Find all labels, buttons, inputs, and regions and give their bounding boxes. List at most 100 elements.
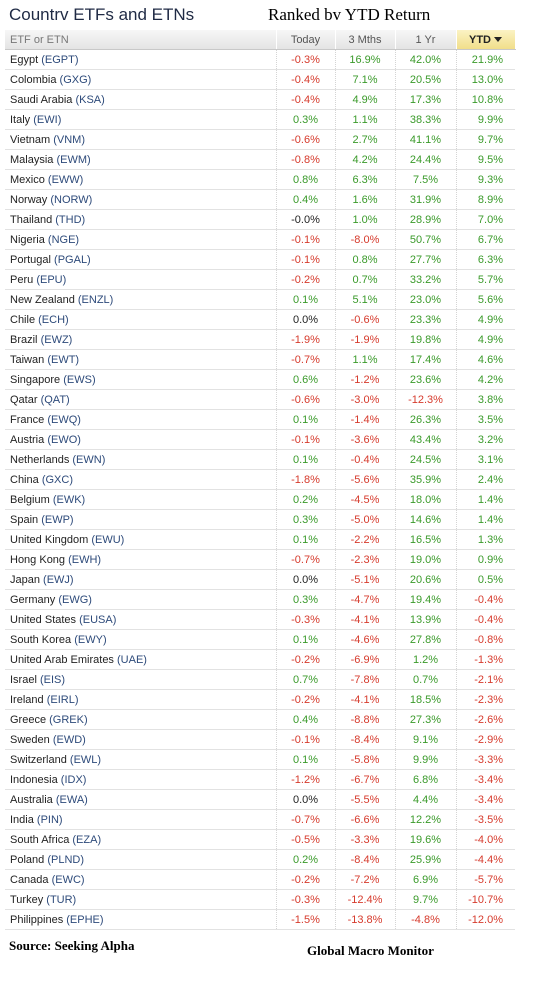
ticker-link[interactable]: (EWZ) <box>40 333 73 346</box>
ticker-link[interactable]: (NORW) <box>50 193 93 206</box>
table-row[interactable]: Brazil (EWZ) -1.9% -1.9% 19.8% 4.9% <box>5 329 515 350</box>
ticker-link[interactable]: (EWT) <box>47 353 80 366</box>
table-row[interactable]: United Kingdom (EWU) 0.1% -2.2% 16.5% 1.3% <box>5 529 515 550</box>
ticker-link[interactable]: (EUSA) <box>79 613 117 626</box>
column-header-ytd[interactable]: YTD <box>456 30 516 50</box>
table-row[interactable]: Sweden (EWD) -0.1% -8.4% 9.1% -2.9% <box>5 729 515 750</box>
ticker-link[interactable]: (NGE) <box>47 233 80 246</box>
table-row[interactable]: Ireland (EIRL) -0.2% -4.1% 18.5% -2.3% <box>5 689 515 710</box>
table-row[interactable]: Colombia (GXG) -0.4% 7.1% 20.5% 13.0% <box>5 69 515 90</box>
column-header-3-months[interactable]: 3 Mths <box>335 30 396 50</box>
ticker-link[interactable]: (ECH) <box>38 313 69 326</box>
table-row[interactable]: Israel (EIS) 0.7% -7.8% 0.7% -2.1% <box>5 669 515 690</box>
3-months-cell: -3.3% <box>334 829 395 850</box>
table-row[interactable]: Thailand (THD) -0.0% 1.0% 28.9% 7.0% <box>5 209 515 230</box>
column-header-1-year[interactable]: 1 Yr <box>395 30 457 50</box>
column-header-etf[interactable]: ETF or ETN <box>5 30 277 50</box>
ticker-link[interactable]: (PLND) <box>47 853 84 866</box>
table-row[interactable]: China (GXC) -1.8% -5.6% 35.9% 2.4% <box>5 469 515 490</box>
column-header-today[interactable]: Today <box>276 30 336 50</box>
table-row[interactable]: Belgium (EWK) 0.2% -4.5% 18.0% 1.4% <box>5 489 515 510</box>
table-row[interactable]: Greece (GREK) 0.4% -8.8% 27.3% -2.6% <box>5 709 515 730</box>
table-row[interactable]: United Arab Emirates (UAE) -0.2% -6.9% 1.2%… <box>5 649 515 670</box>
table-row[interactable]: Nigeria (NGE) -0.1% -8.0% 50.7% 6.7% <box>5 229 515 250</box>
table-row[interactable]: Norway (NORW) 0.4% 1.6% 31.9% 8.9% <box>5 189 515 210</box>
ticker-link[interactable]: (EIS) <box>39 673 66 686</box>
ticker-link[interactable]: (PGAL) <box>54 253 91 266</box>
ticker-link[interactable]: (EWU) <box>91 533 125 546</box>
ticker-link[interactable]: (ENZL) <box>77 293 114 306</box>
ticker-link[interactable]: (VNM) <box>53 133 85 146</box>
ticker-link[interactable]: (EWI) <box>33 113 62 126</box>
ticker-link[interactable]: (EWA) <box>55 793 88 806</box>
ticker-link[interactable]: (EWG) <box>58 593 92 606</box>
table-row[interactable]: France (EWQ) 0.1% -1.4% 26.3% 3.5% <box>5 409 515 430</box>
table-row[interactable]: Turkey (TUR) -0.3% -12.4% 9.7% -10.7% <box>5 889 515 910</box>
ticker-link[interactable]: (GXC) <box>41 473 73 486</box>
table-row[interactable]: Taiwan (EWT) -0.7% 1.1% 17.4% 4.6% <box>5 349 515 370</box>
ticker-link[interactable]: (EWQ) <box>47 413 81 426</box>
etf-name-cell: Japan (EWJ) <box>5 569 276 590</box>
ticker-link[interactable]: (GREK) <box>49 713 88 726</box>
table-row[interactable]: Australia (EWA) 0.0% -5.5% 4.4% -3.4% <box>5 789 515 810</box>
table-row[interactable]: Austria (EWO) -0.1% -3.6% 43.4% 3.2% <box>5 429 515 450</box>
ticker-link[interactable]: (EGPT) <box>41 53 79 66</box>
table-row[interactable]: Indonesia (IDX) -1.2% -6.7% 6.8% -3.4% <box>5 769 515 790</box>
3-months-cell: -1.2% <box>334 369 395 390</box>
table-row[interactable]: Peru (EPU) -0.2% 0.7% 33.2% 5.7% <box>5 269 515 290</box>
table-row[interactable]: South Africa (EZA) -0.5% -3.3% 19.6% -4.0% <box>5 829 515 850</box>
ticker-link[interactable]: (IDX) <box>60 773 87 786</box>
ticker-link[interactable]: (EWL) <box>69 753 102 766</box>
ticker-link[interactable]: (EWO) <box>47 433 81 446</box>
ticker-link[interactable]: (EWN) <box>72 453 106 466</box>
table-row[interactable]: Hong Kong (EWH) -0.7% -2.3% 19.0% 0.9% <box>5 549 515 570</box>
table-row[interactable]: Egypt (EGPT) -0.3% 16.9% 42.0% 21.9% <box>5 49 515 70</box>
table-row[interactable]: Spain (EWP) 0.3% -5.0% 14.6% 1.4% <box>5 509 515 530</box>
table-row[interactable]: Qatar (QAT) -0.6% -3.0% -12.3% 3.8% <box>5 389 515 410</box>
table-row[interactable]: Vietnam (VNM) -0.6% 2.7% 41.1% 9.7% <box>5 129 515 150</box>
ticker-link[interactable]: (KSA) <box>75 93 105 106</box>
ticker-link[interactable]: (THD) <box>55 213 86 226</box>
1-year-cell: 7.5% <box>394 169 456 190</box>
table-row[interactable]: Italy (EWI) 0.3% 1.1% 38.3% 9.9% <box>5 109 515 130</box>
table-row[interactable]: Canada (EWC) -0.2% -7.2% 6.9% -5.7% <box>5 869 515 890</box>
ticker-link[interactable]: (EWW) <box>47 173 84 186</box>
ticker-link[interactable]: (UAE) <box>117 653 147 666</box>
table-row[interactable]: Chile (ECH) 0.0% -0.6% 23.3% 4.9% <box>5 309 515 330</box>
ticker-link[interactable]: (EWJ) <box>43 573 74 586</box>
ticker-link[interactable]: (EPU) <box>36 273 67 286</box>
table-row[interactable]: New Zealand (ENZL) 0.1% 5.1% 23.0% 5.6% <box>5 289 515 310</box>
ticker-link[interactable]: (EIRL) <box>46 693 79 706</box>
ticker-link[interactable]: (EWK) <box>52 493 86 506</box>
ticker-link[interactable]: (QAT) <box>40 393 70 406</box>
table-row[interactable]: Singapore (EWS) 0.6% -1.2% 23.6% 4.2% <box>5 369 515 390</box>
table-row[interactable]: United States (EUSA) -0.3% -4.1% 13.9% -0.4% <box>5 609 515 630</box>
ticker-link[interactable]: (PIN) <box>36 813 63 826</box>
table-row[interactable]: South Korea (EWY) 0.1% -4.6% 27.8% -0.8% <box>5 629 515 650</box>
ticker-link[interactable]: (EWM) <box>56 153 91 166</box>
table-row[interactable]: Mexico (EWW) 0.8% 6.3% 7.5% 9.3% <box>5 169 515 190</box>
ticker-link[interactable]: (EZA) <box>72 833 102 846</box>
table-row[interactable]: Japan (EWJ) 0.0% -5.1% 20.6% 0.5% <box>5 569 515 590</box>
table-row[interactable]: Netherlands (EWN) 0.1% -0.4% 24.5% 3.1% <box>5 449 515 470</box>
ticker-link[interactable]: (EPHE) <box>66 913 104 926</box>
ticker-link[interactable]: (EWH) <box>68 553 102 566</box>
table-row[interactable]: Saudi Arabia (KSA) -0.4% 4.9% 17.3% 10.8% <box>5 89 515 110</box>
ticker-link[interactable]: (EWP) <box>41 513 74 526</box>
ticker-link[interactable]: (TUR) <box>46 893 77 906</box>
ticker-link[interactable]: (EWC) <box>51 873 85 886</box>
table-row[interactable]: Germany (EWG) 0.3% -4.7% 19.4% -0.4% <box>5 589 515 610</box>
ticker-link[interactable]: (EWD) <box>52 733 86 746</box>
etf-name-cell: Saudi Arabia (KSA) <box>5 89 276 110</box>
table-row[interactable]: Poland (PLND) 0.2% -8.4% 25.9% -4.4% <box>5 849 515 870</box>
table-row[interactable]: Portugal (PGAL) -0.1% 0.8% 27.7% 6.3% <box>5 249 515 270</box>
ticker-link[interactable]: (EWY) <box>74 633 107 646</box>
table-row[interactable]: Switzerland (EWL) 0.1% -5.8% 9.9% -3.3% <box>5 749 515 770</box>
table-row[interactable]: India (PIN) -0.7% -6.6% 12.2% -3.5% <box>5 809 515 830</box>
3-months-cell: 0.8% <box>334 249 395 270</box>
table-row[interactable]: Philippines (EPHE) -1.5% -13.8% -4.8% -12.0% <box>5 909 515 930</box>
ticker-link[interactable]: (GXG) <box>59 73 92 86</box>
ticker-link[interactable]: (EWS) <box>63 373 96 386</box>
etf-name-cell: Thailand (THD) <box>5 209 276 230</box>
table-row[interactable]: Malaysia (EWM) -0.8% 4.2% 24.4% 9.5% <box>5 149 515 170</box>
